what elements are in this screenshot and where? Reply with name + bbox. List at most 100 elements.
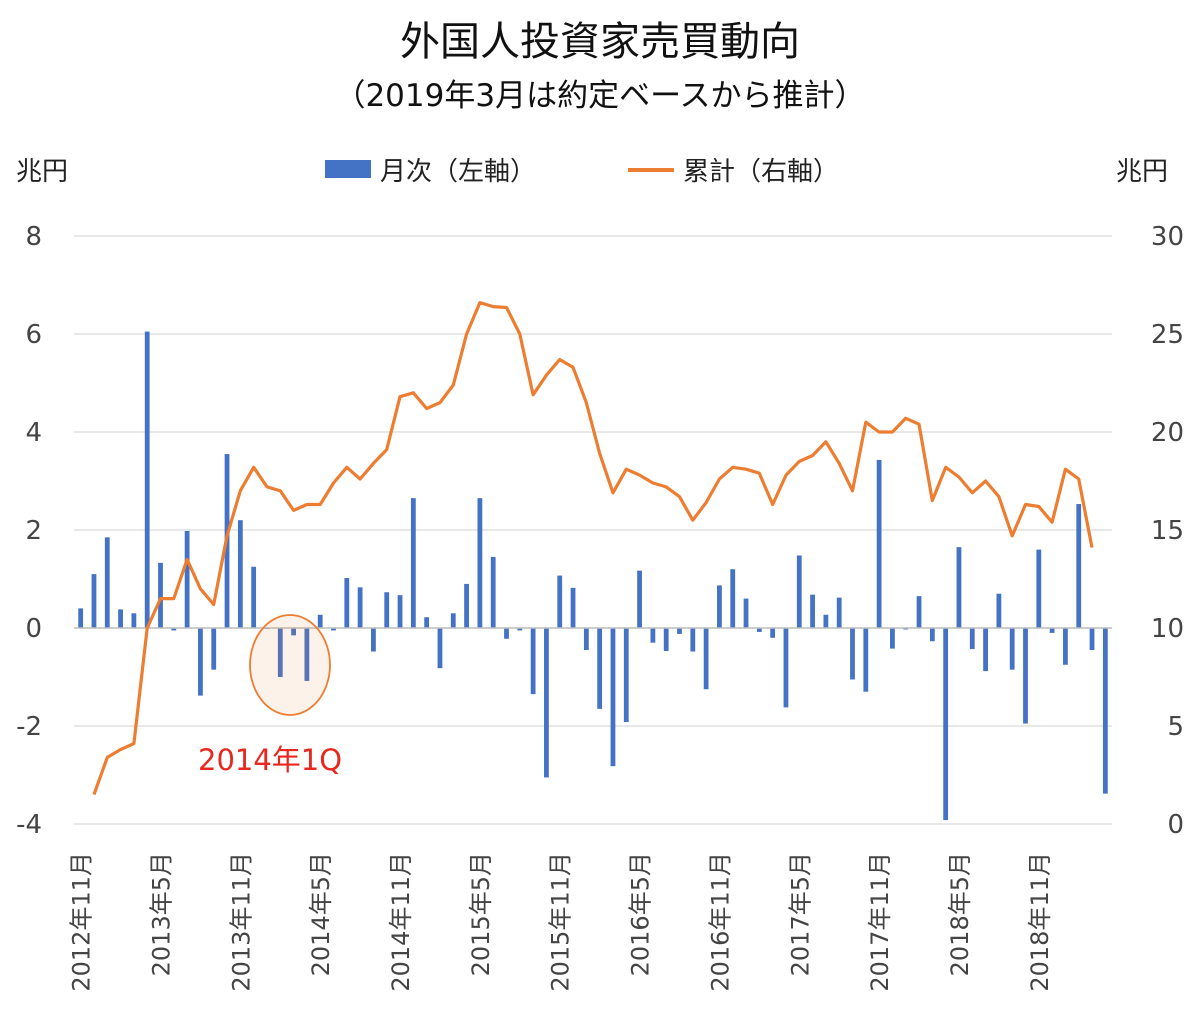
x-tick-label: 2017年5月 xyxy=(786,852,814,976)
x-tick-label: 2017年11月 xyxy=(866,852,894,992)
right-axis-ticks: 0 5 10 15 20 25 30 xyxy=(1151,222,1184,840)
legend-swatch-monthly xyxy=(325,160,371,178)
annotation-2014-1q: 2014年1Q xyxy=(198,743,342,777)
monthly-bar xyxy=(397,595,403,628)
right-tick-label: 15 xyxy=(1151,516,1184,546)
monthly-bar xyxy=(477,498,483,628)
monthly-bar xyxy=(490,556,496,628)
monthly-bar xyxy=(956,547,962,628)
monthly-bar xyxy=(996,593,1002,628)
monthly-bar xyxy=(690,628,696,652)
monthly-bar xyxy=(756,628,762,632)
monthly-bar xyxy=(890,628,895,649)
right-tick-label: 20 xyxy=(1151,418,1184,448)
monthly-bars xyxy=(78,331,1108,821)
monthly-bar xyxy=(823,614,829,628)
monthly-bar xyxy=(663,628,669,652)
monthly-bar xyxy=(1023,628,1028,724)
monthly-bar xyxy=(198,628,203,696)
monthly-bar xyxy=(1089,628,1095,651)
x-tick-label: 2016年5月 xyxy=(627,852,655,976)
monthly-bar xyxy=(597,628,603,709)
monthly-bar xyxy=(104,537,110,628)
x-tick-label: 2013年5月 xyxy=(148,852,176,976)
monthly-bar xyxy=(211,628,217,670)
monthly-bar xyxy=(863,628,869,692)
monthly-bar xyxy=(810,594,815,628)
monthly-bar xyxy=(637,570,642,628)
monthly-bar xyxy=(983,628,988,672)
monthly-bar xyxy=(743,598,749,628)
left-tick-label: -2 xyxy=(16,712,42,742)
monthly-bar xyxy=(929,628,935,642)
monthly-bar xyxy=(677,628,682,634)
x-tick-label: 2015年11月 xyxy=(547,852,575,992)
monthly-bar xyxy=(544,628,549,778)
x-axis-ticks: 2012年11月 2013年5月 2013年11月 2014年5月 2014年11月 20… xyxy=(68,852,1054,992)
monthly-bar xyxy=(836,597,842,628)
monthly-bar xyxy=(131,613,137,628)
right-tick-label: 0 xyxy=(1167,810,1184,840)
legend-label-cumulative: 累計（右軸） xyxy=(683,157,839,187)
left-axis-ticks: -4 -2 0 2 4 6 8 xyxy=(16,222,42,840)
monthly-bar xyxy=(570,587,576,628)
x-tick-label: 2016年11月 xyxy=(706,852,734,992)
x-tick-label: 2018年5月 xyxy=(946,852,974,976)
monthly-bar xyxy=(118,609,123,628)
left-tick-label: -4 xyxy=(16,810,42,840)
monthly-bar xyxy=(730,569,736,628)
monthly-bar xyxy=(504,628,509,639)
monthly-bar xyxy=(610,628,616,767)
monthly-bar xyxy=(144,331,150,628)
monthly-bar xyxy=(557,575,563,628)
monthly-bar xyxy=(703,628,709,690)
cumulative-line xyxy=(92,301,1094,796)
monthly-bar xyxy=(623,628,629,723)
monthly-bar xyxy=(1009,628,1015,670)
x-tick-label: 2015年5月 xyxy=(467,852,495,976)
right-axis-unit: 兆円 xyxy=(1116,157,1168,187)
chart-title: 外国人投資家売買動向 xyxy=(400,19,800,65)
highlight-circle xyxy=(249,614,331,716)
monthly-bar xyxy=(1102,628,1108,794)
x-tick-label: 2018年11月 xyxy=(1026,852,1054,992)
monthly-bar xyxy=(464,583,469,628)
monthly-bar xyxy=(969,628,975,650)
monthly-bar xyxy=(850,628,855,680)
left-tick-label: 2 xyxy=(25,516,42,546)
monthly-bar xyxy=(251,566,257,628)
monthly-bar xyxy=(1063,628,1068,665)
monthly-bar xyxy=(158,562,163,628)
monthly-bar xyxy=(1036,549,1042,628)
monthly-bar xyxy=(943,628,949,821)
monthly-bar xyxy=(410,498,416,628)
right-tick-label: 5 xyxy=(1167,712,1184,742)
monthly-bar xyxy=(876,459,882,628)
monthly-bar xyxy=(237,520,243,628)
monthly-bar xyxy=(331,628,336,631)
monthly-bar xyxy=(770,628,776,638)
x-tick-label: 2012年11月 xyxy=(68,852,96,992)
right-tick-label: 10 xyxy=(1151,614,1184,644)
x-tick-label: 2014年11月 xyxy=(387,852,415,992)
monthly-bar xyxy=(530,628,536,695)
monthly-bar xyxy=(583,628,589,651)
monthly-bar xyxy=(1076,504,1082,628)
monthly-bar xyxy=(783,628,789,708)
monthly-bar xyxy=(357,587,363,628)
left-tick-label: 8 xyxy=(25,222,42,252)
monthly-bar xyxy=(717,585,722,628)
right-tick-label: 25 xyxy=(1151,320,1184,350)
monthly-bar xyxy=(291,628,296,636)
cumulative-line-group xyxy=(92,301,1094,796)
monthly-bar xyxy=(517,628,523,631)
monthly-bar xyxy=(916,596,922,628)
monthly-bar xyxy=(437,628,443,669)
monthly-bar xyxy=(304,628,310,681)
monthly-bar xyxy=(317,614,323,628)
monthly-bar xyxy=(650,628,656,643)
monthly-bar xyxy=(1049,628,1055,633)
monthly-bar xyxy=(796,555,802,628)
monthly-bar xyxy=(371,628,376,652)
